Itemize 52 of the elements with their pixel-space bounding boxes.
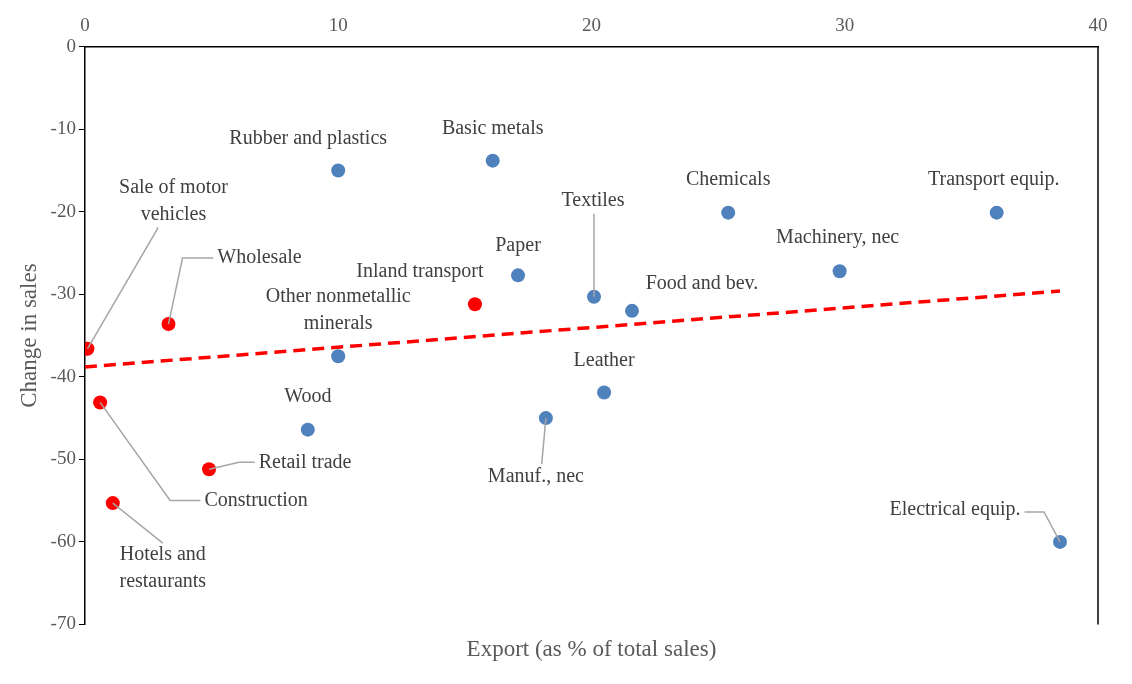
y-tick-label: -10: [50, 117, 76, 139]
point: [161, 317, 176, 332]
point: [511, 268, 526, 283]
annotation: Wood: [284, 383, 332, 406]
annotation: Rubber and plastics: [229, 125, 388, 149]
point: [300, 422, 315, 437]
annotation: Retail trade: [258, 449, 352, 472]
annotation: Paper: [495, 232, 542, 256]
point: [832, 264, 847, 279]
y-tick-label: -70: [50, 612, 76, 634]
point: [467, 297, 482, 312]
annotation: Transport equip.: [927, 166, 1060, 190]
point: [202, 462, 217, 477]
x-tick-label: 10: [328, 14, 348, 36]
point: [989, 205, 1004, 220]
annotation: Food and bev.: [645, 271, 759, 294]
annotation: Hotels and restaurants: [119, 541, 207, 591]
point: [331, 163, 346, 178]
annotation: Wholesale: [217, 245, 302, 268]
x-tick-label: 30: [835, 14, 855, 36]
x-axis-title: Export (as % of total sales): [466, 636, 717, 662]
annotation: Leather: [573, 347, 635, 370]
annotation: Construction: [204, 487, 308, 510]
y-tick-label: -50: [50, 447, 76, 469]
point: [624, 303, 639, 318]
annotation: Sale of motor vehicles: [119, 174, 229, 224]
annotation: Textiles: [561, 188, 625, 211]
annotation: Electrical equip.: [889, 497, 1021, 521]
y-tick-label: 0: [66, 34, 76, 56]
x-tick-label: 20: [581, 14, 601, 36]
y-tick-label: -20: [50, 199, 76, 221]
point: [93, 395, 108, 410]
point: [105, 496, 120, 511]
annotation: Chemicals: [686, 166, 771, 189]
point: [721, 205, 736, 220]
point: [1053, 534, 1068, 549]
y-tick-label: -60: [50, 529, 76, 551]
x-tick-label: 40: [1088, 14, 1108, 36]
point: [587, 289, 601, 304]
annotation: Basic metals: [441, 115, 544, 138]
annotation: Inland transport: [356, 259, 484, 283]
annotation: Manuf., nec: [487, 464, 585, 487]
annotation: Other nonmetallic minerals: [265, 283, 411, 333]
y-tick-label: -40: [50, 364, 76, 386]
point: [485, 153, 500, 168]
point: [538, 411, 553, 426]
y-tick-label: -30: [50, 282, 76, 304]
x-tick-label: 0: [80, 14, 90, 36]
annotation: Machinery, nec: [776, 225, 900, 249]
point: [597, 385, 612, 400]
point: [331, 349, 346, 364]
y-axis-title: Change in sales: [15, 263, 41, 408]
